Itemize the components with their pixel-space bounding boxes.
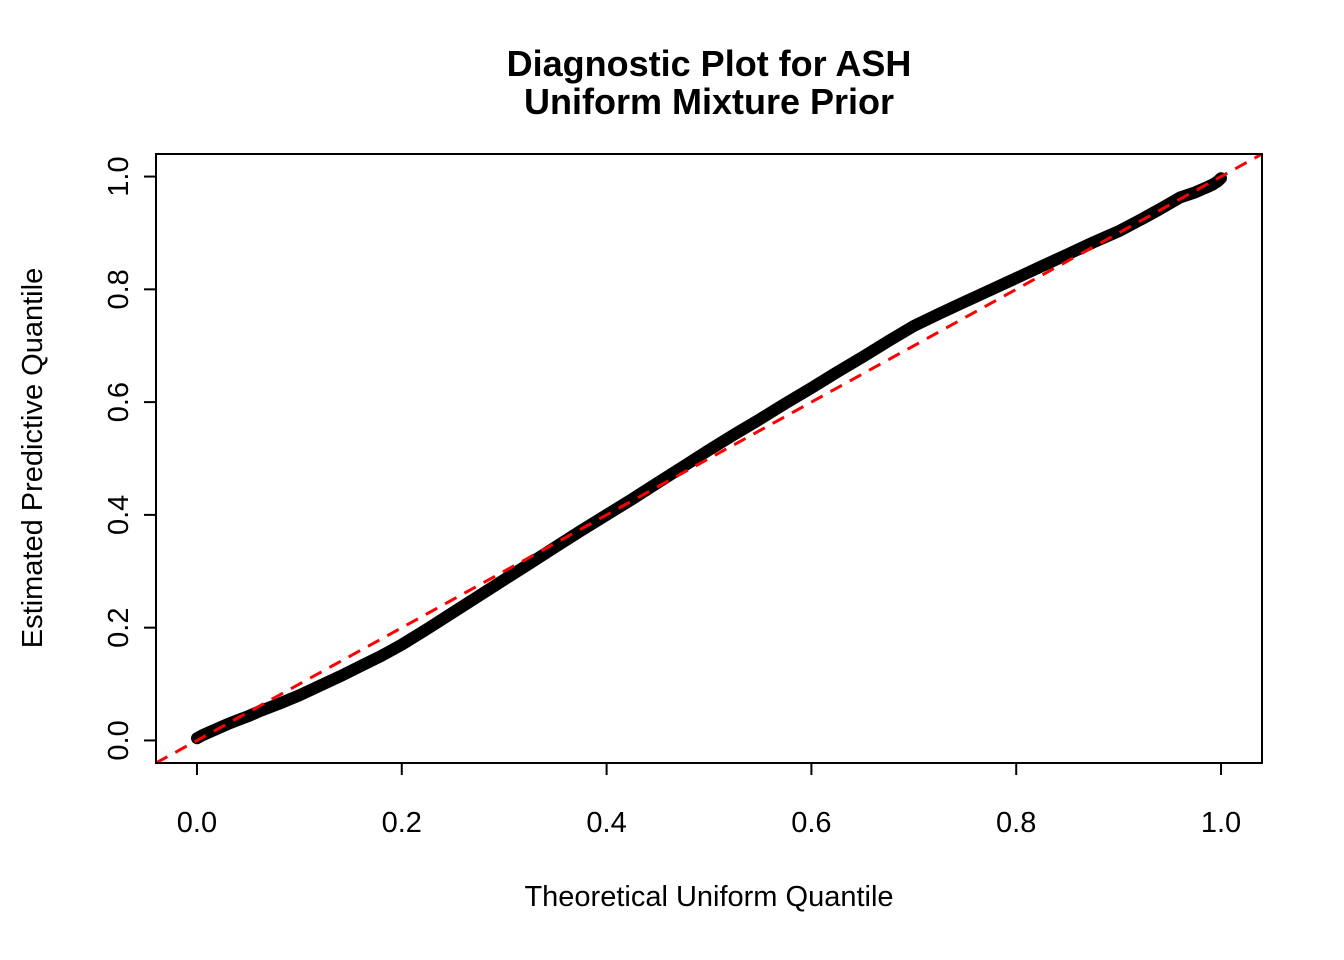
- x-tick-label: 1.0: [1201, 807, 1241, 839]
- y-axis-label: Estimated Predictive Quantile: [17, 268, 49, 648]
- x-axis-label: Theoretical Uniform Quantile: [524, 881, 893, 913]
- y-tick-label: 1.0: [103, 156, 135, 196]
- x-tick-label: 0.2: [382, 807, 422, 839]
- plot-border: [155, 153, 1263, 764]
- plot-area: 0.0 0.2 0.4 0.6 0.8 1.0 0.0 0.2 0.4 0.6 0.8 1.0: [103, 152, 1263, 839]
- x-tick-label: 0.0: [177, 807, 217, 839]
- x-tick-label: 0.4: [586, 807, 626, 839]
- plot-title-line2: Uniform Mixture Prior: [524, 81, 894, 122]
- y-tick-label: 0.2: [103, 608, 135, 648]
- y-tick-label: 0.6: [103, 382, 135, 422]
- y-tick-label: 0.4: [103, 495, 135, 535]
- x-tick-label: 0.6: [791, 807, 831, 839]
- y-tick-label: 0.0: [103, 720, 135, 760]
- reference-line: [155, 152, 1263, 765]
- y-tick-label: 0.8: [103, 269, 135, 309]
- plot-title-line1: Diagnostic Plot for ASH: [507, 43, 912, 84]
- qq-curve: [191, 172, 1227, 745]
- x-tick-label: 0.8: [996, 807, 1036, 839]
